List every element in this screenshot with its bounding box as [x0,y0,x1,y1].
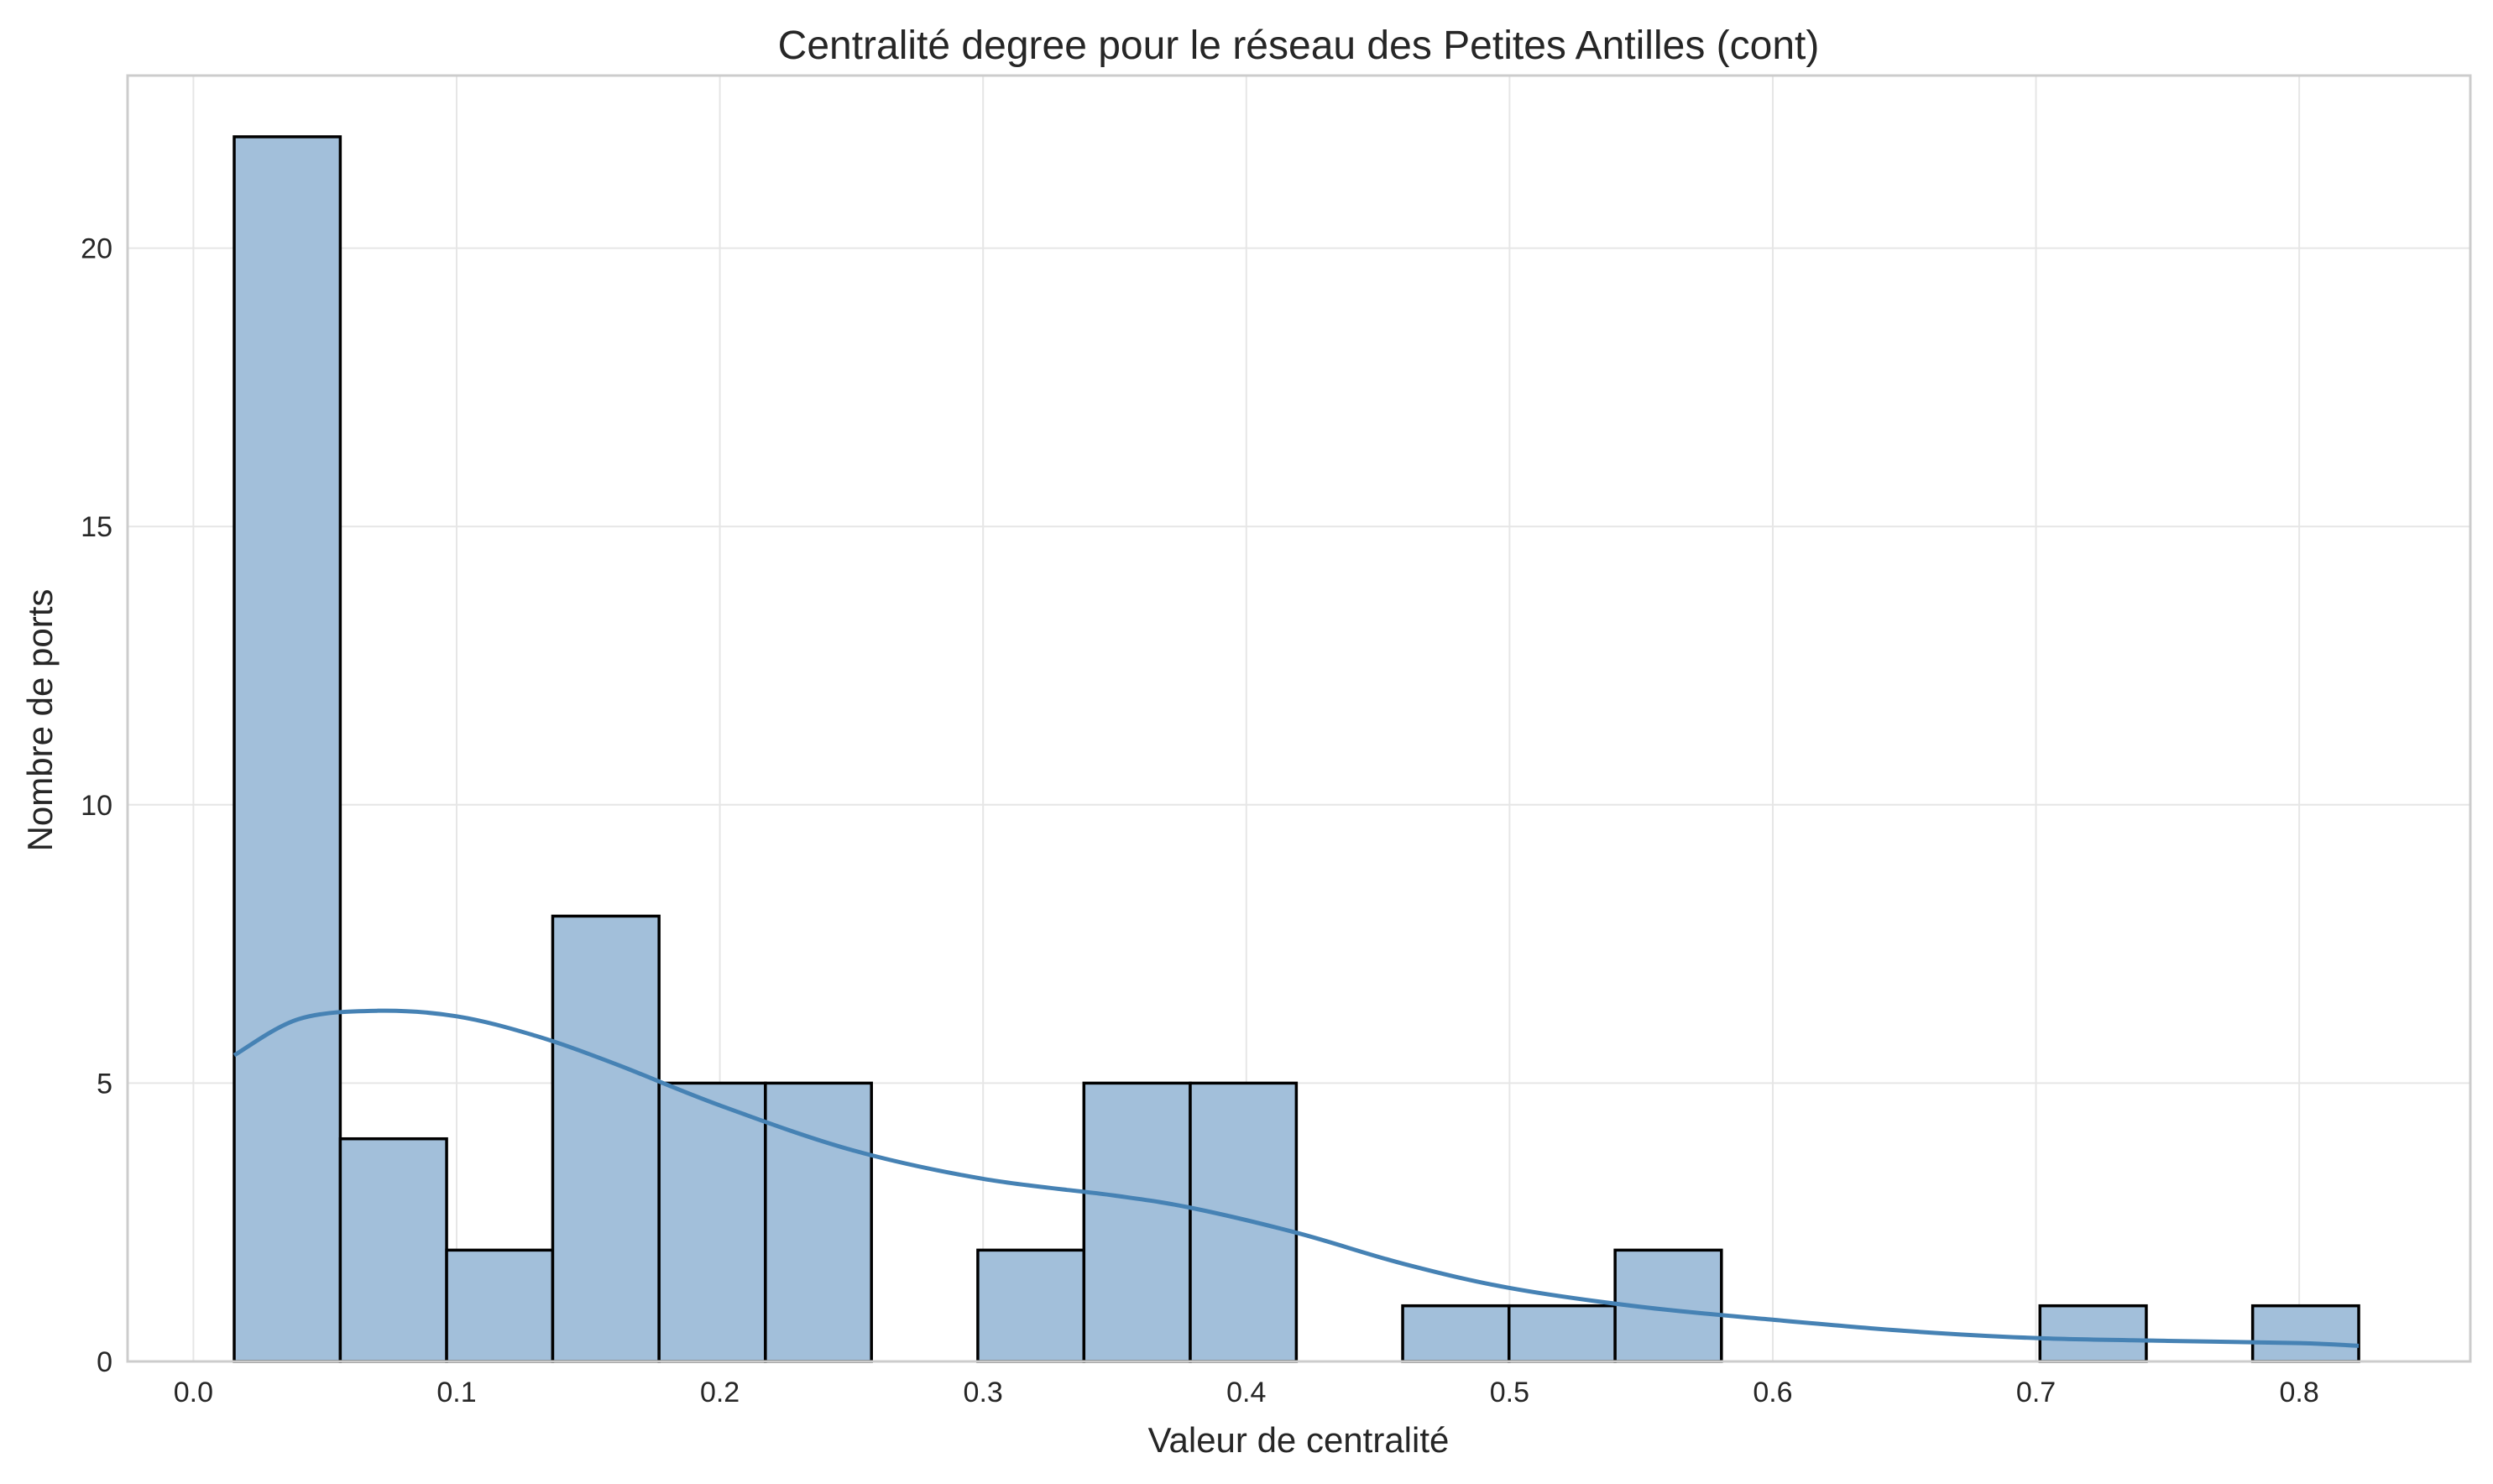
x-tick-label: 0.8 [2280,1377,2319,1408]
histogram-bars [233,135,2360,1363]
y-tick-label: 0 [97,1346,112,1378]
y-tick-label: 20 [81,233,112,265]
y-tick-label: 10 [81,790,112,822]
histogram-bar-0 [233,135,342,1363]
y-axis-ticks: 0 5 10 15 20 [81,233,112,1378]
plot-frame [126,74,2472,1363]
x-tick-label: 0.2 [700,1377,740,1408]
histogram-bar-12 [1507,1304,1617,1363]
x-tick-label: 0.1 [436,1377,476,1408]
histogram-bar-17 [2038,1304,2148,1363]
x-tick-label: 0.7 [2016,1377,2056,1408]
histogram-bar-4 [657,1081,767,1363]
histogram-bar-3 [551,914,661,1363]
histogram-bar-2 [445,1248,555,1363]
x-axis-label: Valeur de centralité [1148,1420,1450,1460]
chart-title: Centralité degree pour le réseau des Pet… [778,24,1820,68]
y-axis-label: Nombre de ports [20,589,60,852]
kde-curve [233,1008,2360,1348]
x-axis-ticks: 0.0 0.1 0.2 0.3 0.4 0.5 0.6 0.7 0.8 [174,1377,2319,1408]
y-tick-label: 5 [97,1068,112,1100]
histogram-bar-9 [1189,1081,1299,1363]
y-tick-label: 15 [81,511,112,543]
histogram-bar-5 [764,1081,873,1363]
x-tick-label: 0.0 [174,1377,213,1408]
x-tick-label: 0.4 [1226,1377,1266,1408]
histogram-bar-8 [1082,1081,1192,1363]
histogram-bar-7 [976,1248,1086,1363]
x-tick-label: 0.5 [1490,1377,1529,1408]
x-tick-label: 0.3 [964,1377,1003,1408]
histogram-bar-19 [2250,1304,2360,1363]
histogram-bar-11 [1401,1304,1511,1363]
grid-lines [128,76,2470,1362]
histogram-bar-1 [338,1137,448,1363]
x-tick-label: 0.6 [1753,1377,1792,1408]
